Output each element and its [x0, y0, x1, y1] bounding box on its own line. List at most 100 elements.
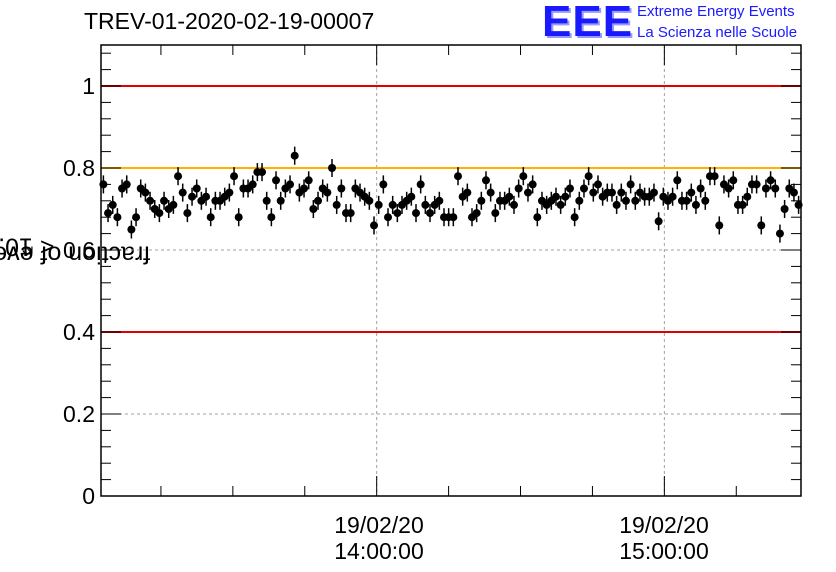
data-point: [523, 188, 532, 197]
data-point: [248, 180, 257, 189]
data-point: [561, 192, 570, 201]
y-tick-label: 0.8: [63, 155, 95, 181]
eee-logo: EEE: [542, 0, 634, 46]
data-point: [412, 209, 421, 218]
data-point: [654, 217, 663, 226]
data-point: [505, 192, 514, 201]
data-point: [370, 221, 379, 230]
data-point: [514, 184, 523, 193]
data-point: [570, 213, 579, 222]
x-tick-time: 14:00:00: [334, 538, 424, 564]
chart-title: TREV-01-2020-02-19-00007: [84, 8, 375, 34]
data-point: [104, 209, 113, 218]
x-tick-label-1500: 19/02/20 15:00:00: [594, 512, 734, 564]
y-tick-label: 1: [82, 73, 95, 99]
data-point: [178, 188, 187, 197]
data-point: [276, 196, 285, 205]
data-point: [388, 200, 397, 209]
plot-frame: [100, 44, 802, 497]
data-point: [113, 213, 122, 222]
data-point: [188, 192, 197, 201]
data-point: [780, 205, 789, 213]
data-point: [234, 213, 243, 222]
data-point: [589, 188, 598, 197]
data-point: [421, 200, 430, 209]
data-point: [687, 188, 696, 197]
data-point: [701, 196, 710, 205]
data-point: [612, 200, 621, 209]
y-tick-label: 0.4: [63, 319, 95, 345]
data-point: [491, 209, 500, 218]
data-point: [486, 188, 495, 197]
data-point: [258, 168, 267, 177]
data-point: [169, 200, 178, 209]
data-point: [743, 192, 752, 201]
data-point: [146, 196, 155, 205]
data-point: [374, 200, 383, 209]
data-point: [528, 180, 537, 189]
data-point: [192, 184, 201, 193]
data-point: [426, 209, 435, 218]
data-point: [682, 196, 691, 205]
data-point: [696, 184, 705, 193]
data-point: [141, 188, 150, 197]
data-point: [416, 180, 425, 189]
data-point: [132, 213, 141, 222]
data-point: [108, 200, 117, 209]
x-tick-time: 15:00:00: [619, 538, 709, 564]
data-point: [691, 200, 700, 209]
data-point: [300, 184, 309, 193]
data-point: [509, 200, 518, 209]
data-point: [230, 172, 239, 181]
data-point: [183, 209, 192, 218]
data-point: [309, 205, 318, 213]
data-point: [481, 176, 490, 185]
data-point: [766, 176, 775, 185]
data-point: [225, 188, 234, 197]
data-point: [127, 225, 136, 234]
data-point: [621, 196, 630, 205]
data-point: [607, 188, 616, 197]
data-point: [379, 180, 388, 189]
data-point: [435, 196, 444, 205]
data-point: [752, 180, 761, 189]
data-point: [155, 209, 164, 218]
data-point: [272, 176, 281, 185]
data-point: [332, 200, 341, 209]
data-point: [290, 151, 299, 160]
data-point: [407, 192, 416, 201]
data-point: [565, 184, 574, 193]
data-point: [668, 192, 677, 201]
data-point: [556, 200, 565, 209]
data-point: [761, 184, 770, 193]
y-tick-label: 0.2: [63, 401, 95, 427]
data-point: [593, 180, 602, 189]
data-point: [174, 172, 183, 181]
data-point: [673, 176, 682, 185]
data-point: [463, 188, 472, 197]
data-point: [579, 184, 588, 193]
data-point: [202, 192, 211, 201]
data-point: [617, 188, 626, 197]
data-point: [449, 213, 458, 222]
data-point: [533, 213, 542, 222]
data-point: [789, 188, 798, 197]
data-point: [304, 176, 313, 185]
data-point: [337, 184, 346, 193]
logo-line-2: La Scienza nelle Scuole: [637, 24, 798, 41]
data-point: [729, 176, 738, 185]
data-point: [626, 180, 635, 189]
data-point: [757, 221, 766, 230]
data-point: [775, 229, 784, 238]
data-point: [738, 200, 747, 209]
data-point: [286, 180, 295, 189]
data-point: [160, 196, 169, 205]
data-point: [477, 196, 486, 205]
x-tick-date: 19/02/20: [334, 512, 424, 538]
data-point: [328, 164, 337, 172]
data-point: [267, 213, 276, 222]
data-point: [393, 209, 402, 218]
data-point: [206, 213, 215, 222]
data-point: [314, 196, 323, 205]
